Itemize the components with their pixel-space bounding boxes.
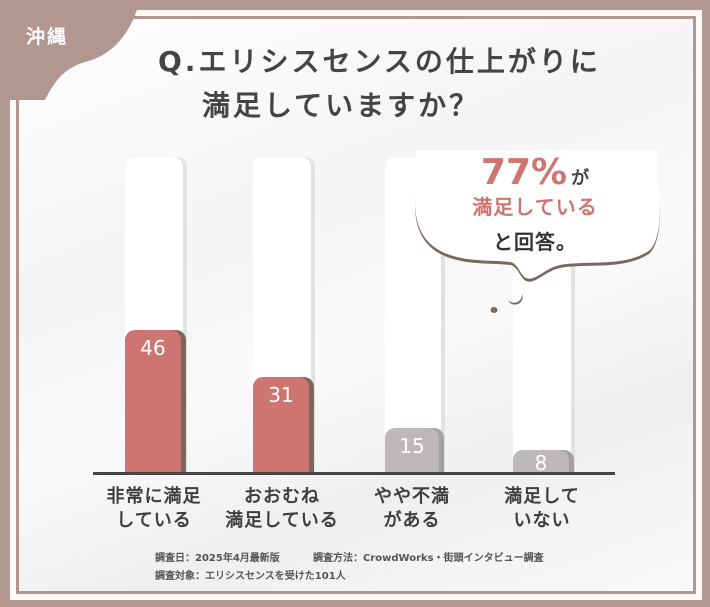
region-tag: 沖縄 xyxy=(26,26,69,48)
category-label-line: いない xyxy=(513,510,571,531)
x-axis-line xyxy=(93,472,615,475)
category-label-line: 満足して xyxy=(504,486,580,507)
category-label-2: おおむね 満足している xyxy=(217,485,347,533)
corner-tab-shape xyxy=(0,0,140,100)
bar-value: 8 xyxy=(534,451,548,475)
footer-survey-method: 調査方法：CrowdWorks・街頭インタビュー調査 xyxy=(313,553,544,564)
callout-line-2: 満足している xyxy=(472,195,598,219)
bar-value: 31 xyxy=(268,383,294,407)
frame-border xyxy=(16,16,696,594)
category-label-line: している xyxy=(116,510,192,531)
callout-text: 77% が 満足している と回答。 xyxy=(430,152,640,255)
callout-suffix: が xyxy=(571,168,590,189)
bar-very-satisfied: 46 xyxy=(125,330,181,473)
bar-not-satisfied: 8 xyxy=(513,450,569,475)
bar-mostly-satisfied: 31 xyxy=(253,377,309,473)
bar-value: 46 xyxy=(140,336,166,360)
callout-percent: 77% xyxy=(480,152,568,193)
category-label-line: 非常に満足 xyxy=(106,486,202,507)
title-line-2: 満足していますか？ xyxy=(202,89,481,122)
title-line-1: Q.エリシスセンスの仕上がりに xyxy=(158,45,601,78)
footer-survey-target: 調査対象：エリシスセンスを受けた101人 xyxy=(155,571,346,582)
callout-line-3: と回答。 xyxy=(493,230,577,254)
footer-survey-date: 調査日：2025年4月最新版 xyxy=(155,553,280,564)
question-title: Q.エリシスセンスの仕上がりに 満足していますか？ xyxy=(158,40,601,128)
category-label-4: 満足して いない xyxy=(477,485,607,533)
category-label-3: やや不満 がある xyxy=(347,485,477,533)
category-label-1: 非常に満足 している xyxy=(89,485,219,533)
category-label-line: がある xyxy=(383,510,441,531)
bar-somewhat-dissatisfied: 15 xyxy=(385,428,439,473)
speech-bubble xyxy=(415,150,660,313)
bar-value: 15 xyxy=(399,434,425,458)
category-label-line: おおむね xyxy=(244,486,320,507)
category-label-line: 満足している xyxy=(225,510,339,531)
category-label-line: やや不満 xyxy=(374,486,450,507)
